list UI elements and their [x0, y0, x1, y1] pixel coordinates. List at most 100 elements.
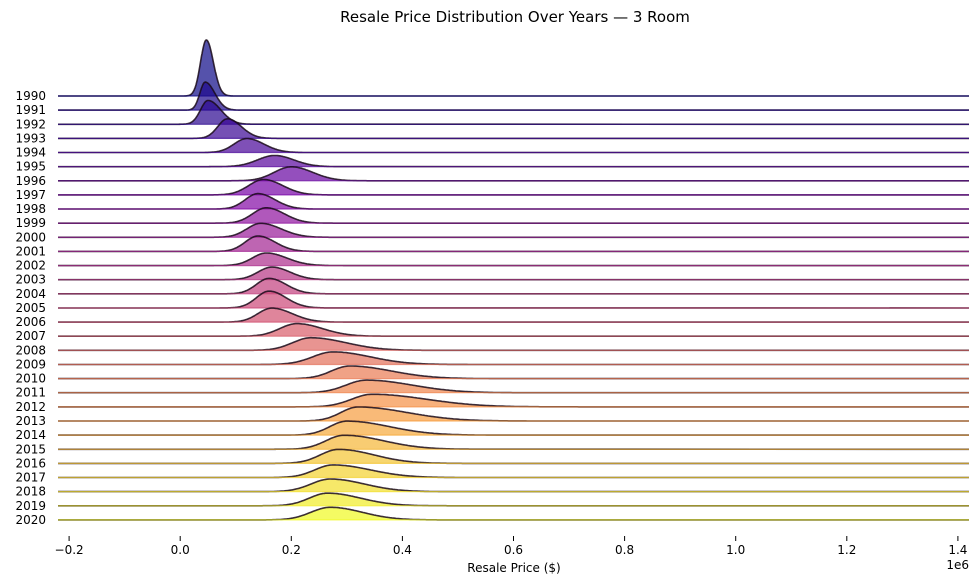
ridge-2015 [58, 434, 970, 451]
ridge-outline-2015 [58, 434, 970, 451]
category-label-2015: 2015 [15, 442, 46, 456]
ridge-outline-2016 [58, 448, 969, 465]
ridge-2008 [58, 336, 969, 352]
ridge-2013 [58, 406, 969, 422]
ridge-outline-2010 [58, 365, 969, 380]
ridge-2019 [58, 492, 969, 507]
ridge-outline-2014 [58, 420, 969, 436]
category-label-2012: 2012 [15, 400, 46, 414]
ridge-2014 [58, 420, 969, 436]
ridge-fill-2007 [231, 323, 395, 337]
category-label-2002: 2002 [15, 259, 46, 273]
x-tick-label: −0.2 [55, 543, 84, 557]
category-label-2018: 2018 [15, 485, 46, 499]
ridge-fill-2013 [293, 407, 545, 421]
ridge-1998 [58, 192, 969, 210]
chart-title: Resale Price Distribution Over Years — 3… [340, 8, 690, 26]
category-label-1996: 1996 [15, 174, 46, 188]
ridge-fill-1999 [213, 207, 336, 224]
x-tick-label: 0.4 [393, 543, 412, 557]
ridge-1997 [58, 178, 969, 196]
ridge-fill-1993 [190, 118, 281, 139]
ridge-outline-2012 [58, 393, 969, 408]
ridges-group [58, 39, 970, 521]
ridge-outline-2002 [58, 252, 969, 267]
ridge-fill-1992 [179, 100, 257, 125]
category-label-2020: 2020 [15, 513, 46, 527]
ridge-fill-1990 [184, 40, 234, 96]
category-label-2008: 2008 [15, 343, 46, 357]
ridge-2007 [58, 322, 969, 337]
category-label-1994: 1994 [15, 146, 46, 160]
ridge-fill-2018 [257, 479, 461, 492]
category-label-2014: 2014 [15, 428, 46, 442]
category-label-1990: 1990 [15, 89, 46, 103]
ridge-outline-2007 [58, 322, 969, 337]
ridge-outline-1997 [58, 178, 969, 196]
ridge-outline-2000 [58, 222, 969, 239]
ridge-outline-2019 [58, 492, 969, 507]
ridge-outline-2013 [58, 406, 969, 422]
ridge-outline-2018 [58, 478, 969, 493]
category-label-1999: 1999 [15, 216, 46, 230]
ridge-fill-2016 [269, 449, 473, 464]
ridge-fill-2012 [294, 394, 579, 407]
ridge-outline-1994 [58, 137, 969, 154]
ridge-2016 [58, 448, 969, 465]
ridge-outline-1998 [58, 192, 969, 210]
ridge-2009 [58, 351, 969, 366]
ridge-2000 [58, 222, 969, 239]
ridge-2020 [58, 506, 969, 521]
ridge-outline-1990 [58, 39, 969, 97]
category-label-1991: 1991 [15, 103, 46, 117]
ridge-2001 [58, 235, 969, 253]
x-tick-label: 0.6 [504, 543, 523, 557]
ridge-2002 [58, 252, 969, 267]
category-label-2016: 2016 [15, 456, 46, 470]
x-tick-label: 0.0 [171, 543, 190, 557]
ridge-2011 [58, 379, 969, 394]
x-axis-offset-label: 1e6 [946, 558, 969, 572]
ridge-2004 [58, 277, 969, 295]
category-label-2004: 2004 [15, 287, 46, 301]
category-label-1993: 1993 [15, 131, 46, 145]
ridge-outline-2003 [58, 266, 969, 281]
ridge-fill-2000 [208, 223, 338, 238]
ridge-outline-2009 [58, 351, 969, 366]
ridge-fill-2020 [257, 507, 452, 520]
category-label-1998: 1998 [15, 202, 46, 216]
ridge-fill-2015 [275, 435, 495, 450]
ridge-fill-2006 [219, 308, 349, 323]
ridge-outline-1999 [58, 207, 969, 224]
ridge-fill-2002 [213, 253, 344, 266]
ridge-2010 [58, 365, 969, 380]
category-label-2000: 2000 [15, 230, 46, 244]
ridge-1996 [58, 166, 969, 182]
ridge-fill-1991 [184, 82, 242, 111]
ridge-outline-2011 [58, 379, 969, 394]
x-tick-label: 0.2 [282, 543, 301, 557]
ridge-2012 [58, 393, 969, 408]
category-labels: 1990199119921993199419951996199719981999… [15, 89, 46, 527]
ridge-2006 [58, 307, 969, 323]
x-tick-label: 1.4 [948, 543, 967, 557]
ridge-outline-2008 [58, 336, 969, 352]
category-label-1992: 1992 [15, 117, 46, 131]
x-tick-label: 0.8 [615, 543, 634, 557]
ridge-fill-2017 [264, 464, 475, 478]
ridge-fill-2019 [258, 493, 454, 506]
x-axis: −0.2 0.0 0.2 0.4 0.6 0.8 1.0 1.2 1.4 [55, 536, 967, 557]
x-tick-label: 1.0 [726, 543, 745, 557]
ridge-outline-2001 [58, 235, 969, 253]
category-label-2007: 2007 [15, 329, 46, 343]
ridge-1994 [58, 137, 969, 154]
ridge-outline-2004 [58, 277, 969, 295]
ridge-fill-1997 [206, 179, 337, 195]
ridge-2005 [58, 290, 970, 309]
category-label-2005: 2005 [15, 301, 46, 315]
ridge-outline-2006 [58, 307, 969, 323]
ridge-1999 [58, 207, 969, 224]
ridge-outline-2017 [58, 464, 969, 479]
ridge-1995 [58, 154, 970, 168]
ridge-fill-1995 [209, 155, 348, 167]
